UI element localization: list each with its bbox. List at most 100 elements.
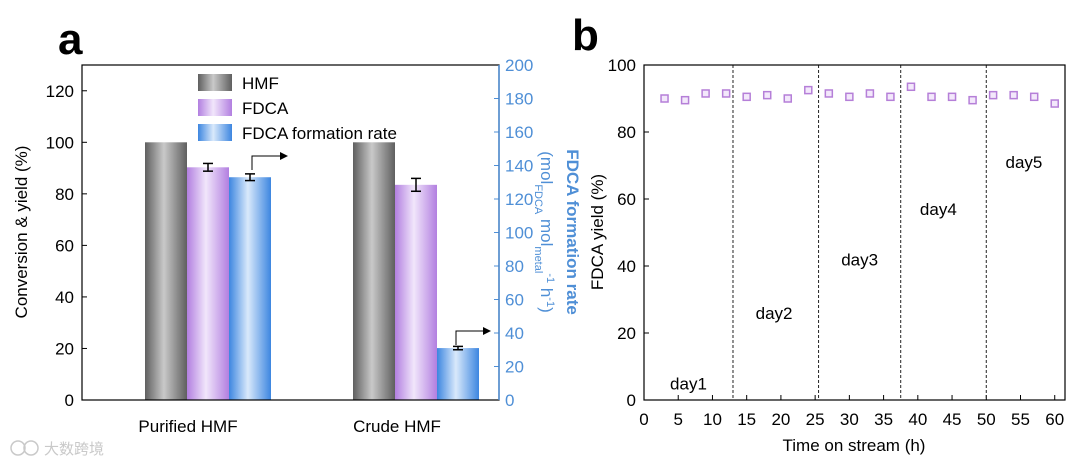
data-point [701, 89, 710, 98]
left-tick-label: 40 [55, 288, 74, 307]
legend-swatch-fdca [198, 99, 232, 116]
y-tick-label: 60 [617, 190, 636, 209]
y-tick-label: 80 [617, 123, 636, 142]
x-tick-label: 30 [840, 410, 859, 429]
right-tick-label: 180 [505, 90, 533, 109]
day-label: day3 [841, 250, 878, 269]
bar-fdca [187, 167, 229, 400]
watermark-logo-icon [10, 440, 26, 456]
x-tick-label: 25 [806, 410, 825, 429]
bar-rate [437, 348, 479, 400]
x-tick-label: 60 [1045, 410, 1064, 429]
y-tick-label: 20 [617, 324, 636, 343]
bars [145, 142, 479, 401]
day-label: day5 [1005, 153, 1042, 172]
right-tick-label: 120 [505, 190, 533, 209]
right-axis-title: FDCA formation rate [563, 149, 582, 315]
right-tick-label: 100 [505, 224, 533, 243]
right-tick-label: 20 [505, 358, 524, 377]
data-point [762, 90, 772, 100]
watermark-logo-icon-2 [23, 440, 39, 456]
day-separators [732, 65, 987, 400]
data-points [660, 82, 1059, 108]
left-tick-label: 0 [65, 391, 74, 410]
legend-label-fdca: FDCA [242, 99, 289, 118]
y-tick-label: 0 [627, 391, 636, 410]
x-tick-label: 20 [771, 410, 790, 429]
x-tick-label: 55 [1011, 410, 1030, 429]
right-tick-label: 80 [505, 257, 524, 276]
x-tick-label: 45 [943, 410, 962, 429]
bar-hmf [145, 142, 187, 401]
error-bars [203, 162, 463, 351]
data-point [968, 95, 977, 105]
day-label: day4 [920, 200, 957, 219]
legend-swatch-hmf [198, 74, 232, 91]
day-label: day2 [756, 304, 793, 323]
x-tick-label: 15 [737, 410, 756, 429]
watermark-text: 大数跨境 [44, 440, 104, 458]
panel-a-bar-chart: a 0 20 40 60 80 100 120 0 20 40 60 80 100 120 140 160 1… [12, 15, 582, 436]
left-tick-label: 60 [55, 236, 74, 255]
data-point [660, 94, 669, 103]
x-tick-label: 40 [908, 410, 927, 429]
panel-b-ticks: 0 20 40 60 80 100 0 5 10 15 20 25 30 35 40 45 50 55 60 [608, 56, 1065, 429]
panel-b-scatter-chart: b 0 20 40 60 80 100 0 5 10 15 20 25 30 35 40 45 50 55 60 d… [572, 11, 1066, 455]
data-point [906, 82, 916, 92]
day-labels: day1 day2 day3 day4 day5 [670, 153, 1042, 393]
day-label: day1 [670, 374, 707, 393]
panel-b-frame [643, 64, 1066, 401]
right-tick-label: 0 [505, 391, 514, 410]
left-tick-label: 80 [55, 185, 74, 204]
data-point [1050, 99, 1059, 108]
data-point [947, 92, 957, 102]
rate-arrow-purified [251, 152, 288, 170]
right-tick-label: 60 [505, 291, 524, 310]
rate-arrow-crude [455, 327, 491, 345]
left-tick-label: 20 [55, 339, 74, 358]
legend-label-rate: FDCA formation rate [242, 124, 397, 143]
x-tick-label: 0 [639, 410, 648, 429]
data-point [742, 92, 751, 102]
data-point [721, 89, 731, 98]
category-label-crude: Crude HMF [353, 417, 441, 436]
x-tick-label: 10 [703, 410, 722, 429]
data-point [783, 94, 793, 103]
right-axis-units: (molFDCA molmetal-1 h-1) [532, 151, 556, 312]
y-tick-label: 40 [617, 257, 636, 276]
right-tick-label: 140 [505, 157, 533, 176]
x-tick-label: 5 [673, 410, 682, 429]
data-point [1009, 90, 1018, 100]
left-tick-label: 120 [46, 82, 74, 101]
right-tick-label: 40 [505, 324, 524, 343]
legend: HMF FDCA FDCA formation rate [198, 74, 397, 143]
legend-swatch-rate [198, 124, 232, 141]
data-point [927, 92, 936, 102]
right-tick-label: 200 [505, 56, 533, 75]
data-point [1029, 92, 1039, 102]
category-label-purified: Purified HMF [138, 417, 237, 436]
y-tick-label: 100 [608, 56, 636, 75]
right-axis-ticks: 0 20 40 60 80 100 120 140 160 180 200 [494, 56, 533, 410]
bar-rate [229, 177, 271, 400]
panel-b-y-axis-title: FDCA yield (%) [588, 174, 607, 290]
data-point [804, 85, 813, 95]
right-tick-label: 160 [505, 123, 533, 142]
data-point [845, 92, 854, 102]
panel-b-letter: b [572, 11, 599, 60]
left-axis-title: Conversion & yield (%) [12, 146, 31, 319]
data-point [886, 92, 895, 102]
bar-hmf [353, 142, 395, 401]
x-tick-label: 50 [977, 410, 996, 429]
panel-b-x-axis-title: Time on stream (h) [783, 436, 926, 455]
x-tick-label: 35 [874, 410, 893, 429]
legend-label-hmf: HMF [242, 74, 279, 93]
watermark: 大数跨境 [10, 440, 104, 458]
left-axis-ticks: 0 20 40 60 80 100 120 [46, 82, 87, 410]
data-point [988, 90, 998, 100]
bar-fdca [395, 184, 437, 400]
data-point [680, 95, 690, 105]
left-tick-label: 100 [46, 133, 74, 152]
data-point [865, 89, 875, 98]
